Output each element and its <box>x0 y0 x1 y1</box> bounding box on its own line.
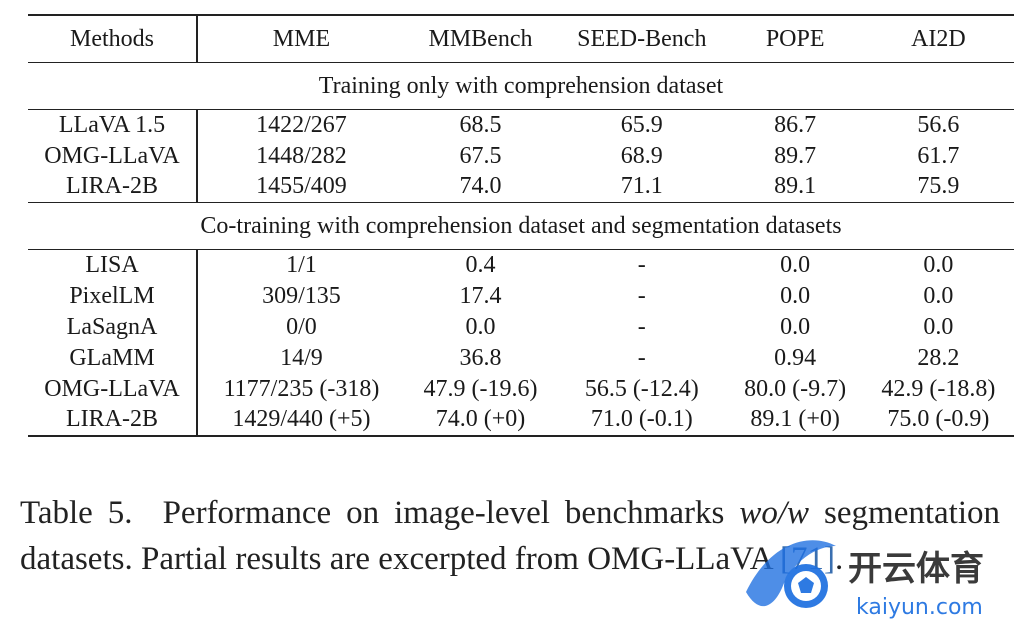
cell-mmbench: 0.4 <box>465 251 496 278</box>
section-title: Co-training with comprehension dataset a… <box>28 202 1014 250</box>
cell-pope: 0.0 <box>780 282 811 309</box>
header-pope: POPE <box>727 15 863 63</box>
section-title: Training only with comprehension dataset <box>28 62 1014 110</box>
cell-mmbench: 68.5 <box>459 111 502 138</box>
table-header-row: Methods MME MMBench SEED-Bench POPE AI2D <box>28 15 1014 63</box>
cell-mmbench: 17.4 <box>459 282 502 309</box>
table-row: LISA 1/1 0.4 - 0.0 0.0 <box>28 249 1014 281</box>
cell-ai2d: 75.0 (-0.9) <box>862 404 1014 437</box>
cell-seed-bench: 65.9 <box>620 111 663 138</box>
caption-citation-link[interactable]: [71] <box>779 541 835 577</box>
section-header-row: Co-training with comprehension dataset a… <box>28 202 1014 250</box>
cell-seed-bench: 71.0 (-0.1) <box>556 404 728 437</box>
table-row: LaSagnA 0/0 0.0 - 0.0 0.0 <box>28 311 1014 343</box>
cell-mme: 1455/409 <box>256 173 347 200</box>
cell-mme: 0/0 <box>286 313 317 340</box>
cell-seed-bench: 68.9 <box>620 142 663 169</box>
method-cell: PixelLM <box>28 280 198 312</box>
table-row: PixelLM 309/135 17.4 - 0.0 0.0 <box>28 280 1014 312</box>
cell-mme: 14/9 <box>280 344 323 371</box>
cell-seed-bench: - <box>637 313 646 340</box>
header-ai2d: AI2D <box>862 15 1014 63</box>
cell-mme: 1422/267 <box>256 111 347 138</box>
method-cell: GLaMM <box>28 342 198 374</box>
cell-pope: 89.1 (+0) <box>727 404 863 437</box>
cell-mmbench: 47.9 (-19.6) <box>423 375 538 402</box>
caption-text-1: Performance on image-level benchmarks <box>162 495 725 531</box>
caption-text-2: segmentation datasets. Partial results a… <box>20 495 1000 577</box>
table-row: LIRA-2B 1455/409 74.0 71.1 89.1 75.9 <box>28 171 1014 203</box>
cell-seed-bench: - <box>637 282 646 309</box>
header-seed-bench: SEED-Bench <box>556 15 728 63</box>
cell-pope: 89.7 <box>774 142 817 169</box>
method-cell: LLaVA 1.5 <box>28 109 198 141</box>
caption-italic: wo/w <box>739 495 810 531</box>
table-row: OMG-LLaVA 1177/235 (-318) 47.9 (-19.6) 56.5… <box>28 373 1014 405</box>
cell-ai2d: 0.0 <box>923 282 954 309</box>
method-cell: LIRA-2B <box>28 404 198 437</box>
cell-ai2d: 0.0 <box>923 251 954 278</box>
cell-mme: 1429/440 (+5) <box>197 404 405 437</box>
table-caption: Table 5. Performance on image-level benc… <box>20 490 1000 582</box>
watermark-brand-en: kaiyun.com <box>856 595 983 620</box>
cell-mme: 1/1 <box>286 251 317 278</box>
cell-ai2d: 28.2 <box>917 344 960 371</box>
cell-seed-bench: 71.1 <box>620 173 663 200</box>
cell-mmbench: 0.0 <box>465 313 496 340</box>
cell-mme: 1448/282 <box>256 142 347 169</box>
cell-seed-bench: 56.5 (-12.4) <box>584 375 699 402</box>
method-cell: LIRA-2B <box>28 171 198 203</box>
cell-ai2d: 42.9 (-18.8) <box>881 375 996 402</box>
cell-mmbench: 67.5 <box>459 142 502 169</box>
table-row: OMG-LLaVA 1448/282 67.5 68.9 89.7 61.7 <box>28 140 1014 172</box>
results-table: Methods MME MMBench SEED-Bench POPE AI2D… <box>28 14 1014 437</box>
header-mme: MME <box>197 15 405 63</box>
cell-seed-bench: - <box>637 344 646 371</box>
table-row: GLaMM 14/9 36.8 - 0.94 28.2 <box>28 342 1014 374</box>
cell-seed-bench: - <box>637 251 646 278</box>
method-cell: OMG-LLaVA <box>28 373 198 405</box>
cell-ai2d: 56.6 <box>917 111 960 138</box>
table-body: Training only with comprehension dataset… <box>28 62 1014 437</box>
table-row: LLaVA 1.5 1422/267 68.5 65.9 86.7 56.6 <box>28 109 1014 141</box>
cell-pope: 89.1 <box>774 173 817 200</box>
cell-mmbench: 36.8 <box>459 344 502 371</box>
method-cell: LaSagnA <box>28 311 198 343</box>
method-cell: LISA <box>28 249 198 281</box>
cell-mme: 309/135 <box>262 282 341 309</box>
header-mmbench: MMBench <box>404 15 557 63</box>
caption-end: . <box>834 541 844 577</box>
header-methods: Methods <box>28 15 198 63</box>
cell-ai2d: 0.0 <box>923 313 954 340</box>
cell-pope: 0.94 <box>774 344 817 371</box>
method-cell: OMG-LLaVA <box>28 140 198 172</box>
cell-ai2d: 61.7 <box>917 142 960 169</box>
cell-ai2d: 75.9 <box>917 173 960 200</box>
results-table-container: Methods MME MMBench SEED-Bench POPE AI2D… <box>28 14 1014 437</box>
table-row: LIRA-2B 1429/440 (+5) 74.0 (+0) 71.0 (-0.1)… <box>28 404 1014 437</box>
cell-pope: 0.0 <box>780 251 811 278</box>
cell-pope: 86.7 <box>774 111 817 138</box>
cell-pope: 0.0 <box>780 313 811 340</box>
cell-mme: 1177/235 (-318) <box>223 375 380 402</box>
section-header-row: Training only with comprehension dataset <box>28 62 1014 110</box>
cell-mmbench: 74.0 <box>459 173 502 200</box>
cell-pope: 80.0 (-9.7) <box>744 375 847 402</box>
caption-label: Table 5. <box>20 495 133 531</box>
cell-mmbench: 74.0 (+0) <box>404 404 557 437</box>
